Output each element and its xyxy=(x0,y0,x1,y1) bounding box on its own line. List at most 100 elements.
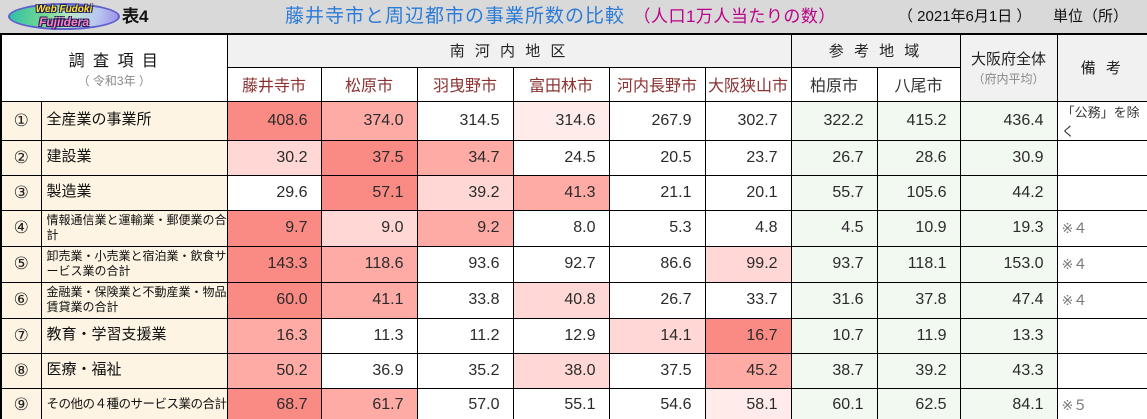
value-cell: 68.7 xyxy=(226,387,322,419)
value-cell: 4.8 xyxy=(704,209,792,247)
value-cell: 33.7 xyxy=(704,281,792,319)
column-header-matsubara: 松原市 xyxy=(320,66,418,102)
value-cell: 322.2 xyxy=(790,100,878,141)
value-cell: 39.2 xyxy=(876,352,961,389)
column-header-fujiidera: 藤井寺市 xyxy=(226,66,322,102)
row-label: 情報通信業と運輸業・郵便業の合計 xyxy=(40,209,228,247)
value-cell: 41.1 xyxy=(320,281,418,319)
column-header-kawachinagano: 河内長野市 xyxy=(608,66,706,102)
value-cell: 16.7 xyxy=(704,317,792,354)
logo-text-line1: Web Fudoki xyxy=(35,4,93,15)
value-cell: 26.7 xyxy=(608,281,706,319)
row-number: ② xyxy=(0,139,42,176)
value-cell: 4.5 xyxy=(790,209,878,247)
remark-cell xyxy=(1056,352,1147,389)
row-number: ⑨ xyxy=(0,387,42,419)
column-header-osaka-total: 大阪府全体 （府内平均） xyxy=(959,33,1058,102)
row-number: ⑤ xyxy=(0,245,42,283)
value-cell: 92.7 xyxy=(512,245,610,283)
survey-items-header: 調 査 項 目 （ 令和3年 ） xyxy=(0,33,228,102)
top-header-bar: Web Fudoki Fujiidera 表4 藤井寺市と周辺都市の事業所数の比… xyxy=(0,0,1147,33)
value-cell: 11.2 xyxy=(416,317,514,354)
unit-note: 単位（所） xyxy=(1053,8,1129,25)
value-cell: 37.8 xyxy=(876,281,961,319)
value-cell: 8.0 xyxy=(512,209,610,247)
value-cell: 99.2 xyxy=(704,245,792,283)
value-cell: 20.1 xyxy=(704,174,792,211)
value-cell: 9.2 xyxy=(416,209,514,247)
table-body: ① 全産業の事業所 408.6 374.0 314.5 314.6 267.9 302.7 32… xyxy=(0,100,1147,419)
table-row: ② 建設業 30.2 37.5 34.7 24.5 20.5 23.7 26.7 28.6 30.9 xyxy=(0,139,1147,176)
value-cell: 28.6 xyxy=(876,139,961,176)
site-logo[interactable]: Web Fudoki Fujiidera xyxy=(8,3,120,30)
row-number: ④ xyxy=(0,209,42,247)
value-cell: 13.3 xyxy=(959,317,1058,354)
value-cell: 54.6 xyxy=(608,387,706,419)
table-row: ⑨ その他の４種のサービス業の合計 68.7 61.7 57.0 55.1 54.6 58.1… xyxy=(0,387,1147,419)
value-cell: 60.0 xyxy=(226,281,322,319)
table-row: ⑤ 卸売業・小売業と宿泊業・飲食サービス業の合計 143.3 118.6 93.6 92.… xyxy=(0,245,1147,283)
remark-cell xyxy=(1056,174,1147,211)
row-label: 金融業・保険業と不動産業・物品賃貸業の合計 xyxy=(40,281,228,319)
value-cell: 16.3 xyxy=(226,317,322,354)
value-cell: 45.2 xyxy=(704,352,792,389)
value-cell: 415.2 xyxy=(876,100,961,141)
value-cell: 19.3 xyxy=(959,209,1058,247)
row-number: ⑧ xyxy=(0,352,42,389)
row-number: ⑥ xyxy=(0,281,42,319)
value-cell: 57.0 xyxy=(416,387,514,419)
value-cell: 60.1 xyxy=(790,387,878,419)
value-cell: 21.1 xyxy=(608,174,706,211)
value-cell: 408.6 xyxy=(226,100,322,141)
header-city-row: 藤井寺市 松原市 羽曳野市 富田林市 河内長野市 大阪狭山市 柏原市 八尾市 xyxy=(1,66,1147,102)
value-cell: 118.1 xyxy=(876,245,961,283)
value-cell: 31.6 xyxy=(790,281,878,319)
value-cell: 50.2 xyxy=(226,352,322,389)
value-cell: 34.7 xyxy=(416,139,514,176)
survey-items-title: 調 査 項 目 xyxy=(68,52,160,70)
value-cell: 93.6 xyxy=(416,245,514,283)
value-cell: 12.9 xyxy=(512,317,610,354)
value-cell: 9.7 xyxy=(226,209,322,247)
survey-items-subtitle: （ 令和3年 ） xyxy=(77,73,151,88)
table-row: ⑥ 金融業・保険業と不動産業・物品賃貸業の合計 60.0 41.1 33.8 40.8 26… xyxy=(0,281,1147,319)
value-cell: 153.0 xyxy=(959,245,1058,283)
remark-cell: ※４ xyxy=(1056,281,1147,319)
value-cell: 38.0 xyxy=(512,352,610,389)
row-number: ③ xyxy=(0,174,42,211)
value-cell: 314.5 xyxy=(416,100,514,141)
remark-cell: ※４ xyxy=(1056,245,1147,283)
row-number: ⑦ xyxy=(0,317,42,354)
value-cell: 93.7 xyxy=(790,245,878,283)
value-cell: 11.9 xyxy=(876,317,961,354)
value-cell: 5.3 xyxy=(608,209,706,247)
value-cell: 58.1 xyxy=(704,387,792,419)
row-label: 教育・学習支援業 xyxy=(40,317,228,354)
page-title: 藤井寺市と周辺都市の事業所数の比較 xyxy=(285,6,626,27)
table-row: ① 全産業の事業所 408.6 374.0 314.5 314.6 267.9 302.7 32… xyxy=(0,100,1147,141)
value-cell: 436.4 xyxy=(959,100,1058,141)
value-cell: 23.7 xyxy=(704,139,792,176)
row-label: 卸売業・小売業と宿泊業・飲食サービス業の合計 xyxy=(40,245,228,283)
remark-cell xyxy=(1056,139,1147,176)
table-row: ⑧ 医療・福祉 50.2 36.9 35.2 38.0 37.5 45.2 38.7 39.2 43… xyxy=(0,352,1147,389)
column-header-osakasayama: 大阪狭山市 xyxy=(704,66,792,102)
table-row: ⑦ 教育・学習支援業 16.3 11.3 11.2 12.9 14.1 16.7 10.7 11.… xyxy=(0,317,1147,354)
value-cell: 38.7 xyxy=(790,352,878,389)
value-cell: 14.1 xyxy=(608,317,706,354)
value-cell: 35.2 xyxy=(416,352,514,389)
value-cell: 84.1 xyxy=(959,387,1058,419)
value-cell: 61.7 xyxy=(320,387,418,419)
value-cell: 26.7 xyxy=(790,139,878,176)
value-cell: 105.6 xyxy=(876,174,961,211)
value-cell: 37.5 xyxy=(608,352,706,389)
row-label: その他の４種のサービス業の合計 xyxy=(40,387,228,419)
value-cell: 29.6 xyxy=(226,174,322,211)
row-label: 製造業 xyxy=(40,174,228,211)
value-cell: 20.5 xyxy=(608,139,706,176)
remark-cell: ※４ xyxy=(1056,209,1147,247)
value-cell: 36.9 xyxy=(320,352,418,389)
value-cell: 62.5 xyxy=(876,387,961,419)
row-label: 全産業の事業所 xyxy=(40,100,228,141)
